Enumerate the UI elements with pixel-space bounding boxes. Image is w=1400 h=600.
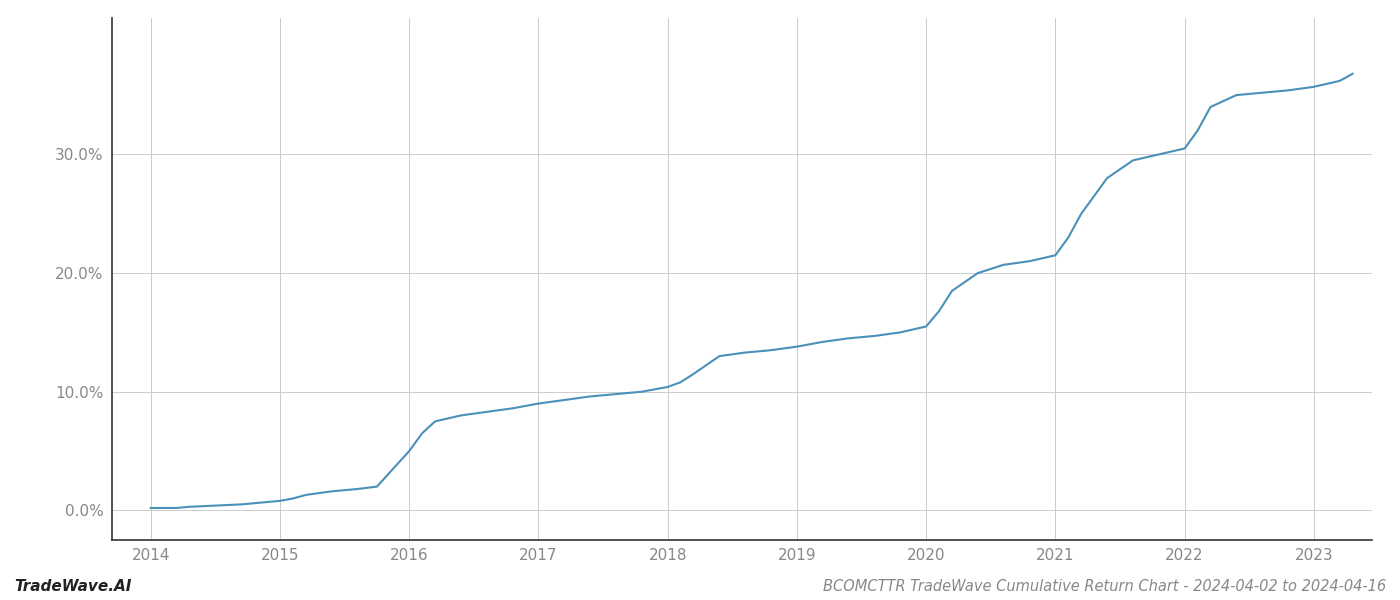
Text: BCOMCTTR TradeWave Cumulative Return Chart - 2024-04-02 to 2024-04-16: BCOMCTTR TradeWave Cumulative Return Cha… xyxy=(823,579,1386,594)
Text: TradeWave.AI: TradeWave.AI xyxy=(14,579,132,594)
